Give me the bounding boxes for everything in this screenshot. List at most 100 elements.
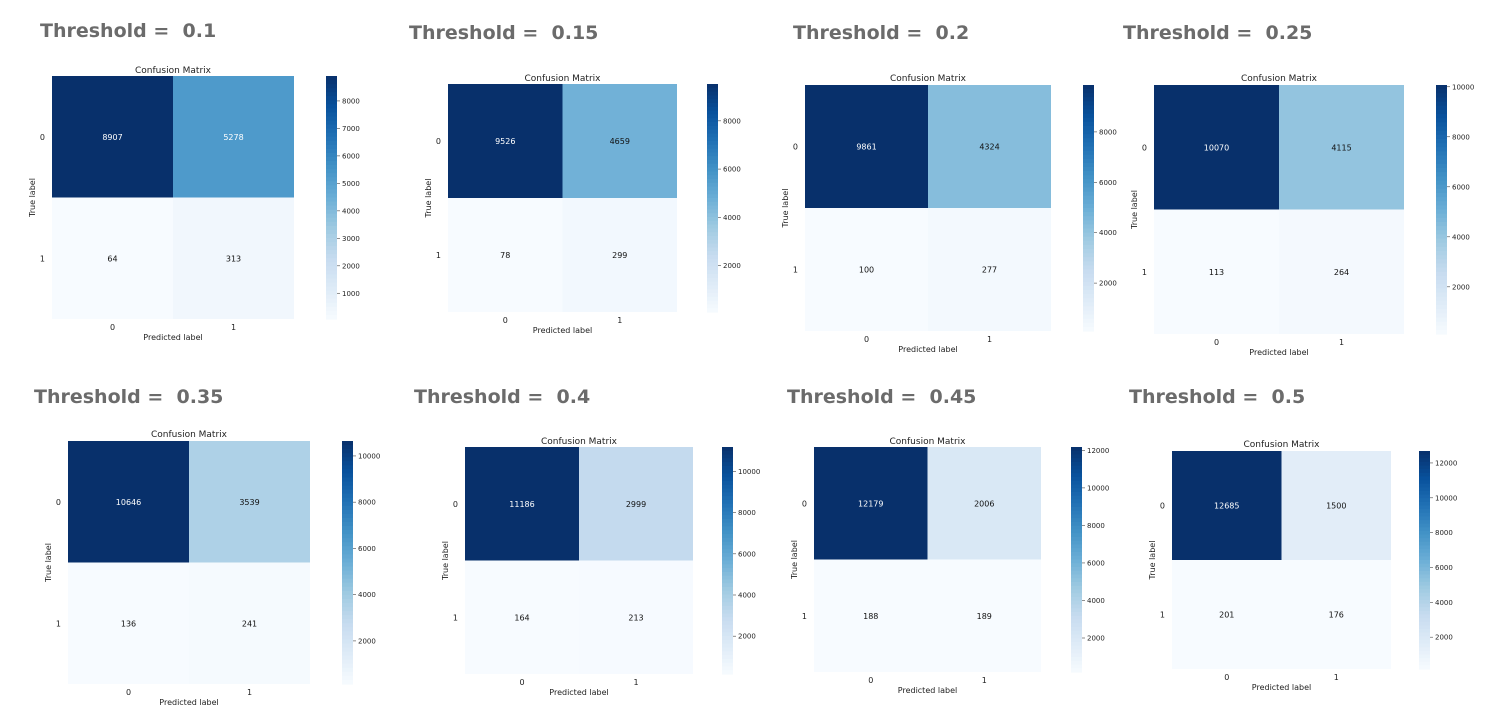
x-tick-label: 0: [126, 688, 131, 697]
colorbar-segment: [326, 177, 337, 182]
colorbar-segment: [1083, 105, 1094, 111]
colorbar-segment: [342, 449, 353, 454]
colorbar-segment: [326, 229, 337, 235]
colorbar-segment: [722, 477, 733, 482]
colorbar-segment: [1083, 109, 1094, 115]
colorbar-tick-label: 6000: [358, 545, 376, 553]
colorbar-tick-label: 2000: [723, 262, 741, 270]
colorbar-segment: [1436, 93, 1447, 99]
colorbar-segment: [1071, 514, 1082, 519]
colorbar-segment: [1419, 480, 1430, 485]
colorbar-segment: [342, 627, 353, 632]
cell-value-label: 201: [1219, 611, 1234, 620]
colorbar-segment: [1071, 585, 1082, 591]
colorbar-segment: [707, 133, 718, 138]
colorbar-segment: [1071, 619, 1082, 624]
colorbar-segment: [1071, 450, 1082, 456]
colorbar-segment: [1419, 625, 1430, 630]
colorbar-segment: [342, 574, 353, 580]
colorbar-segment: [342, 457, 353, 462]
colorbar-segment: [1071, 525, 1082, 531]
colorbar-segment: [1083, 212, 1094, 217]
colorbar-tick-label: 8000: [342, 97, 360, 105]
colorbar-segment: [707, 182, 718, 188]
colorbar-segment: [1436, 151, 1447, 157]
colorbar-segment: [707, 179, 718, 184]
colorbar-segment: [1436, 118, 1447, 123]
colorbar-segment: [1083, 93, 1094, 98]
matrix-cell: [579, 447, 693, 561]
colorbar-segment: [1419, 458, 1430, 463]
colorbar-segment: [1436, 284, 1447, 289]
cell-value-label: 313: [226, 254, 241, 263]
colorbar-segment: [1071, 657, 1082, 662]
colorbar-segment: [1436, 255, 1447, 260]
colorbar-segment: [1071, 600, 1082, 606]
colorbar-segment: [1436, 313, 1447, 318]
colorbar-segment: [707, 160, 718, 165]
matrix-cell: [928, 208, 1051, 331]
colorbar-segment: [1083, 269, 1094, 275]
colorbar-segment: [1436, 296, 1447, 302]
colorbar-segment: [1436, 126, 1447, 132]
matrix-cell: [68, 562, 189, 684]
colorbar-segment: [1436, 172, 1447, 177]
colorbar-segment: [722, 462, 733, 467]
y-tick-label: 1: [1142, 268, 1147, 277]
colorbar-segment: [1071, 454, 1082, 459]
threshold-title: Threshold = 0.25: [1123, 22, 1313, 44]
colorbar-segment: [1071, 664, 1082, 669]
colorbar-segment: [342, 619, 353, 624]
colorbar-segment: [342, 651, 353, 657]
colorbar-segment: [326, 201, 337, 207]
colorbar-segment: [1436, 184, 1447, 190]
cell-value-label: 299: [612, 251, 627, 260]
colorbar-tick-label: 8000: [738, 509, 756, 517]
matrix-cell: [448, 84, 563, 198]
colorbar-segment: [1419, 596, 1430, 601]
colorbar-segment: [1419, 629, 1430, 634]
colorbar-segment: [326, 140, 337, 146]
matrix-cell: [1172, 560, 1282, 669]
colorbar-segment: [1419, 643, 1430, 648]
colorbar-segment: [1071, 518, 1082, 523]
colorbar-segment: [1083, 121, 1094, 127]
cell-value-label: 4324: [979, 143, 999, 152]
colorbar-segment: [1419, 639, 1430, 645]
colorbar-segment: [326, 96, 337, 101]
colorbar-segment: [707, 285, 718, 290]
cell-value-label: 8907: [102, 133, 122, 142]
cell-value-label: 241: [242, 619, 257, 628]
colorbar-segment: [326, 258, 337, 263]
colorbar-segment: [707, 281, 718, 286]
colorbar-segment: [1419, 527, 1430, 532]
colorbar-segment: [1083, 101, 1094, 107]
x-tick-label: 1: [617, 316, 622, 325]
colorbar-segment: [326, 290, 337, 296]
colorbar-segment: [722, 541, 733, 546]
colorbar-segment: [1071, 548, 1082, 553]
colorbar-segment: [1083, 85, 1094, 90]
colorbar-segment: [1083, 285, 1094, 291]
colorbar-segment: [707, 289, 718, 294]
colorbar-segment: [707, 239, 718, 245]
cell-value-label: 9861: [856, 143, 876, 152]
colorbar-segment: [1436, 325, 1447, 331]
colorbar-segment: [342, 562, 353, 568]
colorbar-segment: [1419, 472, 1430, 478]
colorbar-segment: [342, 655, 353, 661]
colorbar-tick-label: 2000: [1099, 280, 1117, 288]
cell-value-label: 64: [107, 254, 117, 263]
colorbar-tick-label: 8000: [723, 117, 741, 125]
colorbar-segment: [1083, 154, 1094, 160]
colorbar-segment: [722, 515, 733, 520]
colorbar-segment: [707, 232, 718, 237]
colorbar-segment: [1419, 647, 1430, 652]
colorbar-segment: [707, 84, 718, 89]
colorbar-segment: [1419, 650, 1430, 656]
colorbar-segment: [1436, 280, 1447, 285]
colorbar-segment: [722, 568, 733, 573]
